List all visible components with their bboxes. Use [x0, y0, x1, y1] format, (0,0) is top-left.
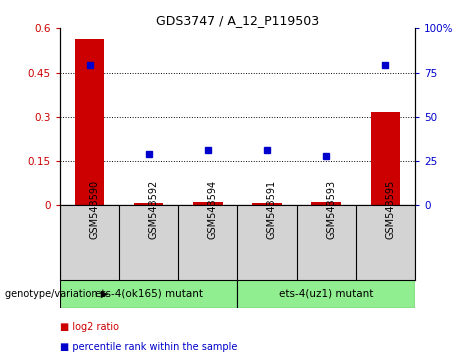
- Text: ■ percentile rank within the sample: ■ percentile rank within the sample: [60, 342, 237, 352]
- Text: genotype/variation ▶: genotype/variation ▶: [5, 289, 108, 299]
- Title: GDS3747 / A_12_P119503: GDS3747 / A_12_P119503: [156, 14, 319, 27]
- Text: GSM543593: GSM543593: [326, 179, 336, 239]
- Text: GSM543591: GSM543591: [267, 179, 277, 239]
- Text: GSM543595: GSM543595: [385, 179, 396, 239]
- Text: ets-4(uz1) mutant: ets-4(uz1) mutant: [279, 289, 373, 299]
- Text: GSM543590: GSM543590: [89, 179, 100, 239]
- Text: ets-4(ok165) mutant: ets-4(ok165) mutant: [95, 289, 203, 299]
- Bar: [252, 203, 282, 205]
- Text: GSM543594: GSM543594: [208, 179, 218, 239]
- Text: ■ log2 ratio: ■ log2 ratio: [60, 322, 119, 332]
- Bar: [134, 203, 164, 205]
- Bar: [371, 113, 400, 205]
- Bar: [75, 39, 104, 205]
- Bar: [193, 202, 223, 205]
- Bar: [311, 202, 341, 205]
- Bar: [60, 280, 237, 308]
- Bar: [237, 280, 415, 308]
- Text: GSM543592: GSM543592: [148, 179, 159, 239]
